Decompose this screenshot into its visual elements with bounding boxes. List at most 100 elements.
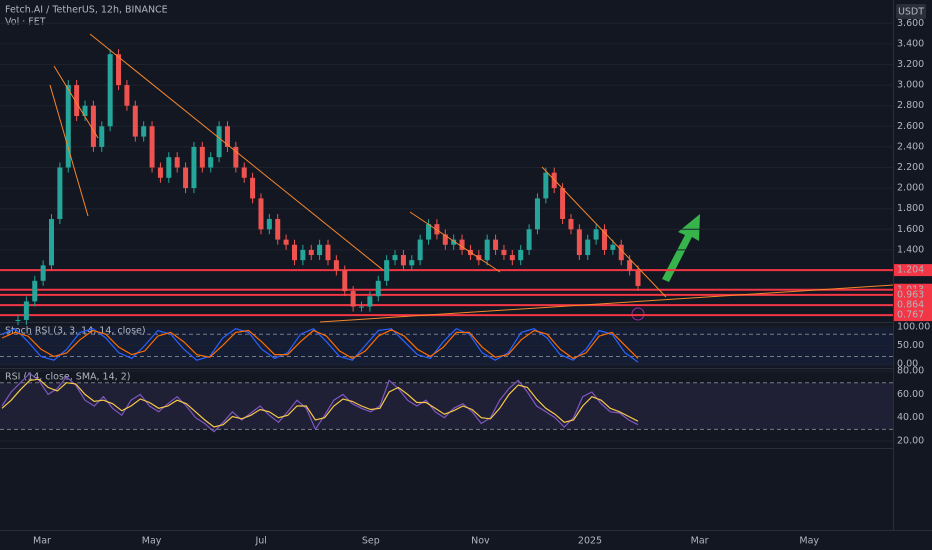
x-tick-label: Jul <box>254 536 266 547</box>
y-tick-label: 50.00 <box>897 340 924 351</box>
candle <box>610 244 616 250</box>
candle <box>426 224 432 240</box>
candle <box>266 219 272 230</box>
y-tick-label: 60.00 <box>897 389 924 400</box>
indicator-line <box>1 327 639 363</box>
candle <box>216 126 222 158</box>
level-label: 0.864 <box>897 300 924 311</box>
candle <box>90 105 96 147</box>
y-tick-label: 40.00 <box>897 412 924 423</box>
candle <box>116 54 122 86</box>
trendline <box>49 84 89 217</box>
candle <box>409 260 415 266</box>
candle <box>392 255 398 261</box>
x-tick-label: May <box>142 536 162 547</box>
trendlines <box>49 33 894 323</box>
candle <box>484 239 490 261</box>
candle <box>65 85 71 168</box>
candle <box>342 270 348 292</box>
candle <box>258 198 264 230</box>
candle <box>585 239 591 256</box>
x-tick-label: Mar <box>691 536 709 547</box>
candle <box>493 239 499 250</box>
level-label: 0.963 <box>897 289 924 300</box>
y-tick-label: 2.000 <box>897 183 924 194</box>
y-tick-label: 3.000 <box>897 80 924 91</box>
candle <box>367 296 373 307</box>
candle <box>434 224 440 235</box>
y-tick-label: 1.600 <box>897 224 924 235</box>
candle <box>543 172 549 199</box>
candle <box>99 126 105 147</box>
candle <box>417 239 423 261</box>
candle <box>241 167 247 178</box>
candle <box>74 85 80 116</box>
candle <box>124 85 130 106</box>
x-tick-label: May <box>799 536 819 547</box>
trendline <box>541 166 667 298</box>
candle <box>191 146 197 189</box>
candle <box>526 229 532 250</box>
indicator-title: RSI (14, close, SMA, 14, 2) <box>5 372 130 383</box>
candle <box>32 280 38 302</box>
candle <box>15 319 21 321</box>
y-tick-label: 20.00 <box>897 436 924 447</box>
y-tick-label: 80.00 <box>897 366 924 377</box>
indicator-title: Stoch RSI (3, 3, 14, 14, close) <box>5 326 146 337</box>
currency-box <box>896 4 926 19</box>
trendline <box>53 65 99 139</box>
candle <box>518 249 524 261</box>
candle <box>224 126 230 147</box>
candle <box>250 177 256 199</box>
candle <box>300 249 306 261</box>
y-tick-label: 1.800 <box>897 203 924 214</box>
level-label-box <box>894 264 932 277</box>
candle <box>635 270 641 286</box>
trendline <box>319 284 894 323</box>
level-label-box <box>894 288 932 301</box>
symbol-title: Fetch.AI / TetherUS, 12h, BINANCE <box>5 5 168 16</box>
candle <box>509 255 515 261</box>
level-label: 0.767 <box>897 310 924 321</box>
y-tick-label: 2.800 <box>897 100 924 111</box>
x-tick-label: Mar <box>33 536 51 547</box>
candle <box>82 105 88 116</box>
candle <box>568 219 574 230</box>
candle <box>291 244 297 261</box>
candle <box>451 239 457 245</box>
y-tick-label: 3.200 <box>897 59 924 70</box>
volume-label: Vol · FET <box>5 17 46 28</box>
candle <box>618 244 624 261</box>
candle <box>149 126 155 168</box>
level-label-box <box>894 299 932 312</box>
candle <box>601 229 607 250</box>
candle <box>384 260 390 281</box>
level-label-box <box>894 309 932 322</box>
y-tick-label: 2.200 <box>897 162 924 173</box>
candle <box>208 157 214 168</box>
candle <box>501 249 507 256</box>
indicator-line <box>1 378 639 428</box>
candle <box>400 255 406 266</box>
candle <box>166 157 172 178</box>
candle <box>199 146 205 168</box>
y-tick-label: 100.00 <box>897 321 930 332</box>
candle <box>107 54 113 127</box>
candle <box>325 244 331 261</box>
candle <box>174 157 180 168</box>
candle <box>593 229 599 240</box>
candle <box>317 244 323 256</box>
y-tick-label: 2.400 <box>897 141 924 152</box>
x-tick-label: Nov <box>471 536 490 547</box>
candle <box>459 239 465 250</box>
candle <box>442 234 448 245</box>
candle <box>375 280 381 297</box>
x-tick-label: Sep <box>362 536 380 547</box>
candle <box>40 265 46 281</box>
y-tick-label: 2.600 <box>897 121 924 132</box>
y-tick-label: 0.00 <box>897 358 918 369</box>
candle <box>275 219 281 240</box>
candle <box>308 249 314 256</box>
